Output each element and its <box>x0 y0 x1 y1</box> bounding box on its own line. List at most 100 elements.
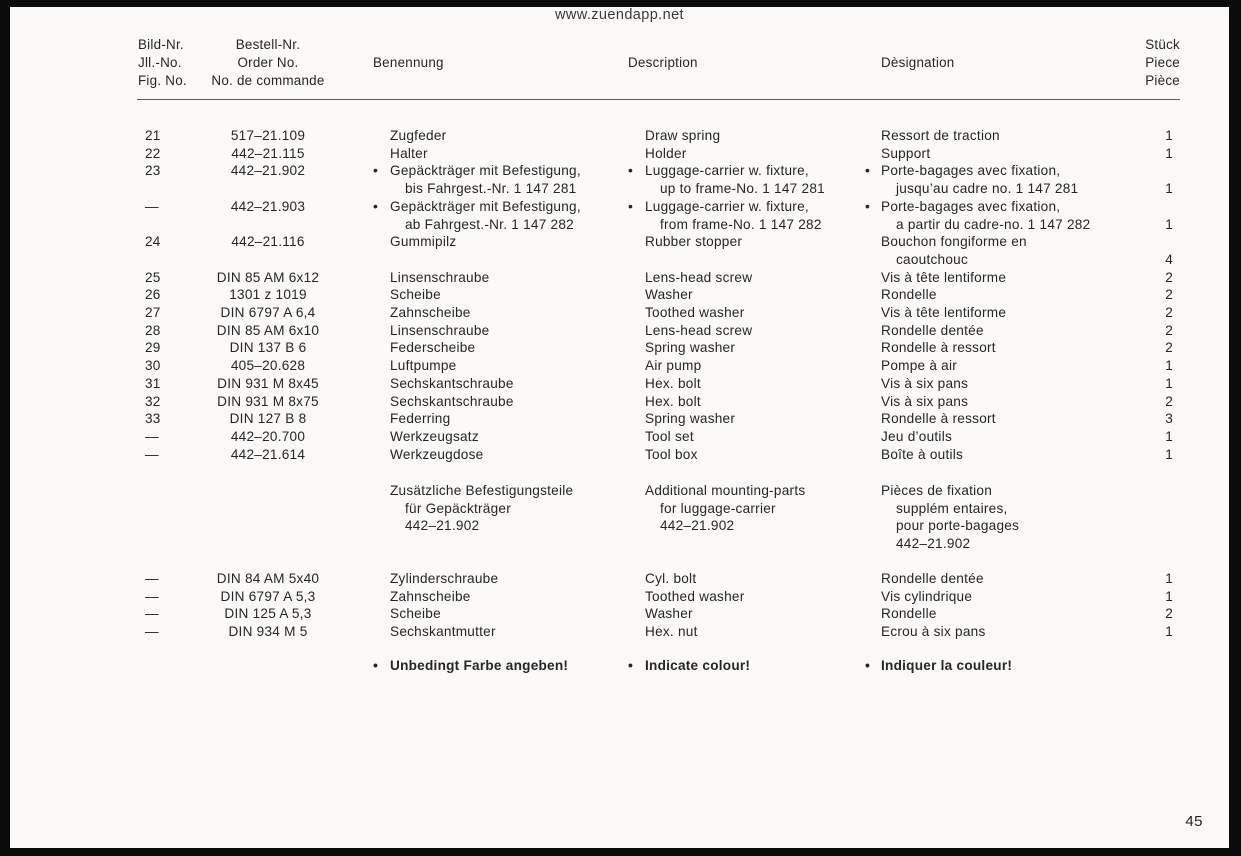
name-fr: Vis à tête lentiforme <box>881 269 1007 285</box>
table-row: 22 442–21.115 Halter Holder Support 1 <box>137 145 1180 163</box>
table-row: 33 DIN 127 B 8 Federring Spring washer R… <box>137 410 1180 428</box>
quantity: 2 <box>1165 322 1173 338</box>
name-fr: • Porte-bagages avec fixation, jusqu’au … <box>865 162 1079 197</box>
parts-table-2: — DIN 84 AM 5x40 Zylinderschraube Cyl. b… <box>137 570 1180 641</box>
table-row: 28 DIN 85 AM 6x10 Linsenschraube Lens-he… <box>137 322 1180 340</box>
quantity: 2 <box>1165 305 1173 321</box>
name-fr: Rondelle à ressort <box>881 411 996 427</box>
name-en: Lens-head screw <box>645 269 753 285</box>
name-en: Hex. bolt <box>645 393 701 409</box>
name-fr: Support <box>881 145 931 161</box>
table-row: — DIN 934 M 5 Sechskantmutter Hex. nut E… <box>137 623 1180 641</box>
quantity: 2 <box>1165 393 1173 409</box>
fig-no: — <box>145 198 159 214</box>
quantity: 1 <box>1165 624 1173 640</box>
quantity: 4 <box>1165 251 1173 267</box>
fig-no: — <box>145 428 159 444</box>
quantity: 1 <box>1165 428 1173 444</box>
order-no: 517–21.109 <box>230 128 306 143</box>
name-fr: Ressort de traction <box>881 128 1000 143</box>
fig-no: 28 <box>145 322 161 338</box>
name-en: Holder <box>645 145 687 161</box>
fig-no: 25 <box>145 269 161 285</box>
order-no: DIN 6797 A 5,3 <box>220 588 316 604</box>
name-fr: Rondelle à ressort <box>881 340 996 356</box>
header-rule <box>137 99 1180 100</box>
table-row: — 442–20.700 Werkzeugsatz Tool set Jeu d… <box>137 428 1180 446</box>
name-de: Werkzeugsatz <box>390 428 479 444</box>
table-row: 21 517–21.109 Zugfeder Draw spring Resso… <box>137 127 1180 145</box>
name-en: Toothed washer <box>645 588 745 604</box>
fig-no: 32 <box>145 393 161 409</box>
table-row: 31 DIN 931 M 8x45 Sechskantschraube Hex.… <box>137 375 1180 393</box>
parts-table: 21 517–21.109 Zugfeder Draw spring Resso… <box>137 127 1180 463</box>
fig-no: — <box>145 624 159 640</box>
name-de: • Gepäckträger mit Befestigung, bis Fahr… <box>373 162 581 197</box>
order-no: 442–20.700 <box>230 428 306 444</box>
table-row: 26 1301 z 1019 Scheibe Washer Rondelle 2 <box>137 286 1180 304</box>
bullet-icon: • <box>628 197 633 214</box>
fig-no: — <box>145 571 159 586</box>
table-row: 24 442–21.116 Gummipilz Rubber stopper B… <box>137 233 1180 268</box>
colour-note: • Unbedingt Farbe angeben! • Indicate co… <box>137 657 1180 675</box>
name-fr: Rondelle dentée <box>881 571 984 586</box>
fig-no: — <box>145 446 159 462</box>
fig-no: 24 <box>145 234 161 250</box>
name-fr: Rondelle <box>881 606 937 622</box>
order-no: 405–20.628 <box>230 358 306 374</box>
name-de: Gummipilz <box>390 234 457 250</box>
name-fr: Vis à six pans <box>881 393 969 409</box>
table-row: — 442–21.614 Werkzeugdose Tool box Boîte… <box>137 446 1180 464</box>
order-no: DIN 127 B 8 <box>229 411 307 427</box>
order-no: DIN 125 A 5,3 <box>224 606 312 622</box>
order-no: 442–21.903 <box>230 198 306 214</box>
name-de: Zahnscheibe <box>390 305 471 321</box>
quantity: 1 <box>1165 446 1173 462</box>
table-row: 30 405–20.628 Luftpumpe Air pump Pompe à… <box>137 357 1180 375</box>
name-en: Lens-head screw <box>645 322 753 338</box>
order-no: 442–21.115 <box>231 145 305 161</box>
quantity: 2 <box>1165 606 1173 622</box>
name-en: Spring washer <box>645 411 736 427</box>
name-en: • Luggage-carrier w. fixture, from frame… <box>628 197 822 232</box>
name-en: Washer <box>645 287 693 303</box>
colour-note-fr: • Indiquer la couleur! <box>865 657 1013 673</box>
order-no: 1301 z 1019 <box>229 287 307 303</box>
bullet-icon: • <box>865 197 870 214</box>
name-en: Rubber stopper <box>645 234 743 250</box>
order-no: DIN 85 AM 6x10 <box>216 322 320 338</box>
section-note: Zusätzliche Befestigungsteile für Gepäck… <box>137 482 1180 553</box>
table-row: 27 DIN 6797 A 6,4 Zahnscheibe Toothed wa… <box>137 304 1180 322</box>
fig-no: 22 <box>145 145 161 161</box>
name-de: Werkzeugdose <box>390 446 484 462</box>
note-de: Zusätzliche Befestigungsteile für Gepäck… <box>390 483 574 534</box>
bullet-icon: • <box>865 657 870 673</box>
quantity: 1 <box>1165 375 1173 391</box>
name-de: Federscheibe <box>390 340 476 356</box>
name-fr: Jeu d’outils <box>881 428 953 444</box>
table-row: 25 DIN 85 AM 6x12 Linsenschraube Lens-he… <box>137 269 1180 287</box>
page-number: 45 <box>1185 813 1203 830</box>
fig-no: 30 <box>145 358 161 374</box>
name-en: Toothed washer <box>645 305 745 321</box>
name-de: Linsenschraube <box>390 322 490 338</box>
name-fr: Boîte à outils <box>881 446 964 462</box>
note-en: Additional mounting-parts for luggage-ca… <box>645 483 806 534</box>
fig-no: 33 <box>145 411 161 427</box>
bullet-icon: • <box>373 657 378 673</box>
name-fr: Ecrou à six pans <box>881 624 986 640</box>
watermark: www.zuendapp.net <box>555 7 684 23</box>
name-en: Washer <box>645 606 693 622</box>
name-de: Scheibe <box>390 606 441 622</box>
table-row: 32 DIN 931 M 8x75 Sechskantschraube Hex.… <box>137 393 1180 411</box>
name-fr: Vis à six pans <box>881 375 969 391</box>
name-en: Air pump <box>645 358 702 374</box>
quantity: 1 <box>1165 145 1173 161</box>
table-row: 23 442–21.902 • Gepäckträger mit Befesti… <box>137 162 1180 197</box>
order-no: 442–21.614 <box>230 446 306 462</box>
quantity: 3 <box>1165 411 1173 427</box>
name-en: Tool set <box>645 428 694 444</box>
bullet-icon: • <box>373 197 378 214</box>
quantity: 2 <box>1165 340 1173 356</box>
catalog-page: www.zuendapp.net Bild-Nr. Jll.-No. Fig. … <box>10 7 1229 848</box>
